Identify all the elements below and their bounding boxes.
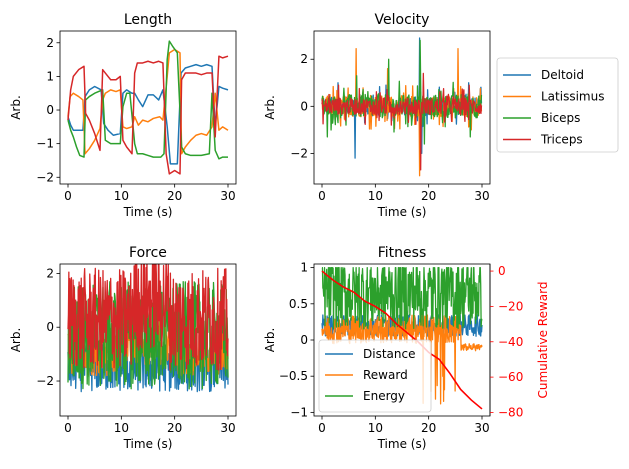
x-tick-label: 10	[114, 421, 129, 435]
chart-title-force: Force	[129, 245, 167, 261]
plot-area-fitness	[321, 266, 483, 410]
y-tick-label: −2	[36, 170, 54, 184]
legend-label-reward: Reward	[363, 368, 408, 382]
subplot-velocity: 0 10 20 30 −2 0 2 Velocity Time (s) Arb. Deltoid La…	[263, 12, 619, 219]
axes-frame-force	[59, 263, 237, 417]
x-tick-label: 0	[318, 189, 326, 203]
x-axis-label: Time (s)	[377, 205, 427, 219]
axes-frame-velocity	[313, 30, 491, 185]
x-tick-label: 30	[220, 421, 235, 435]
legend-velocity: Deltoid Latissimus Biceps Triceps	[496, 57, 619, 153]
x-tick-label: 30	[474, 189, 489, 203]
axes-frame-length	[59, 30, 237, 185]
legend-box	[318, 339, 432, 413]
x-tick-label: 0	[318, 421, 326, 435]
y-axis-label: Arb.	[9, 328, 23, 353]
y-tick-label: 1	[300, 261, 308, 275]
legend-label-latissimus: Latissimus	[541, 90, 604, 104]
legend-fitness: Distance Reward Energy	[318, 339, 432, 413]
subplot-force: 0 10 20 30 −2 0 2 Force Time (s) Arb.	[9, 245, 237, 451]
y-tick-label: −2	[36, 374, 54, 388]
y-tick-label: −0.5	[279, 369, 308, 383]
y-tick-label: 2	[46, 36, 54, 50]
subplot-fitness: 0 10 20 30 −1 −0.5 0 0.5 1 Fitness Time (s) Arb. 0 −2…	[263, 245, 550, 451]
y-tick-label: 0	[300, 333, 308, 347]
y-tick-label: −1	[36, 137, 54, 151]
x-axis-label: Time (s)	[123, 437, 173, 451]
plot-area-length	[67, 40, 229, 175]
x-tick-label: 30	[220, 189, 235, 203]
legend-label-energy: Energy	[363, 389, 405, 403]
x-tick-label: 20	[421, 421, 436, 435]
series-line-triceps	[67, 264, 229, 371]
x-tick-label: 10	[368, 189, 383, 203]
series-line-cumulative-reward	[321, 270, 483, 410]
y-tick-label: −1	[290, 405, 308, 419]
y-tick-label: 2	[300, 52, 308, 66]
x-tick-label: 10	[114, 189, 129, 203]
x-tick-label: 20	[167, 421, 182, 435]
y-axis-label: Arb.	[263, 328, 277, 353]
x-tick-label: 30	[474, 421, 489, 435]
series-line-reward	[321, 314, 483, 405]
x-tick-label: 0	[64, 421, 72, 435]
y-axis-label: Arb.	[9, 95, 23, 120]
chart-title-velocity: Velocity	[375, 12, 430, 28]
y-tick-label: 2	[46, 266, 54, 280]
legend-label-biceps: Biceps	[541, 111, 580, 125]
series-line-deltoid	[67, 63, 229, 165]
y-tick-label: 0	[300, 99, 308, 113]
series-line-latissimus	[67, 48, 229, 155]
legend-label-distance: Distance	[363, 347, 415, 361]
y-tick-label: 0	[46, 320, 54, 334]
y2-tick-label: −20	[498, 299, 523, 313]
series-line-triceps	[67, 55, 229, 175]
series-line-energy	[321, 266, 483, 330]
x-tick-label: 10	[368, 421, 383, 435]
legend-label-triceps: Triceps	[540, 133, 583, 147]
x-tick-label: 0	[64, 189, 72, 203]
y-axis-label: Arb.	[263, 95, 277, 120]
chart-title-length: Length	[124, 12, 172, 28]
x-tick-label: 20	[167, 189, 182, 203]
y2-tick-label: −80	[498, 405, 523, 419]
legend-label-deltoid: Deltoid	[541, 68, 584, 82]
y2-tick-label: 0	[498, 264, 506, 278]
y-tick-label: 0	[46, 103, 54, 117]
y-tick-label: 1	[46, 69, 54, 83]
y2-axis-label: Cumulative Reward	[536, 282, 550, 399]
series-line-triceps	[321, 72, 483, 171]
y2-tick-label: −40	[498, 335, 523, 349]
plot-area-velocity	[321, 37, 483, 177]
x-tick-label: 20	[421, 189, 436, 203]
y2-tick-label: −60	[498, 370, 523, 384]
chart-title-fitness: Fitness	[378, 245, 427, 261]
y-tick-label: 0.5	[289, 297, 308, 311]
plot-area-force	[67, 264, 229, 393]
x-axis-label: Time (s)	[377, 437, 427, 451]
subplot-length: 0 10 20 30 −2 −1 0 1 2 Length Time (s) Arb.	[9, 12, 237, 219]
legend-box	[496, 57, 619, 153]
series-line-biceps	[67, 40, 228, 160]
y-tick-label: −2	[290, 146, 308, 160]
x-axis-label: Time (s)	[123, 205, 173, 219]
